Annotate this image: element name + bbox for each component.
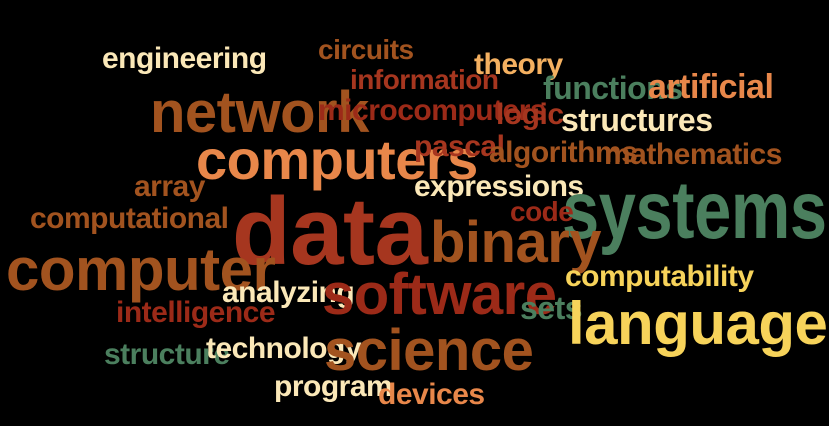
word-structure: structure <box>104 338 230 371</box>
word-sets: sets <box>520 290 583 326</box>
word-functions: functions <box>543 70 683 106</box>
word-microcomputers: microcomputers <box>318 94 547 127</box>
word-expressions: expressions <box>414 170 584 203</box>
word-computers: computers <box>196 128 478 191</box>
word-artificial: artificial <box>648 68 774 106</box>
word-mathematics: mathematics <box>604 138 782 171</box>
word-systems: systems <box>562 165 827 256</box>
word-circuits: circuits <box>318 34 414 65</box>
word-science: science <box>324 318 534 383</box>
word-data: data <box>232 178 428 285</box>
word-analyzing: analyzing <box>222 276 355 309</box>
word-program: program <box>274 370 393 403</box>
word-engineering: engineering <box>102 42 267 75</box>
word-information: information <box>350 64 499 95</box>
word-code: code <box>510 196 574 227</box>
word-logic: logic <box>496 98 564 131</box>
word-devices: devices <box>378 378 485 411</box>
word-intelligence: intelligence <box>116 296 276 329</box>
word-binary: binary <box>430 210 602 275</box>
word-computational: computational <box>30 202 229 235</box>
word-array: array <box>134 170 205 203</box>
word-structures: structures <box>561 102 713 138</box>
word-algorithms: algorithms <box>489 136 638 169</box>
word-computer: computer <box>6 236 276 303</box>
word-software: software <box>322 262 557 327</box>
word-theory: theory <box>474 48 563 81</box>
word-pascal: pascal <box>414 130 505 163</box>
word-technology: technology <box>206 332 362 365</box>
word-computability: computability <box>565 260 754 293</box>
word-language: language <box>568 290 828 357</box>
word-network: network <box>150 80 369 145</box>
